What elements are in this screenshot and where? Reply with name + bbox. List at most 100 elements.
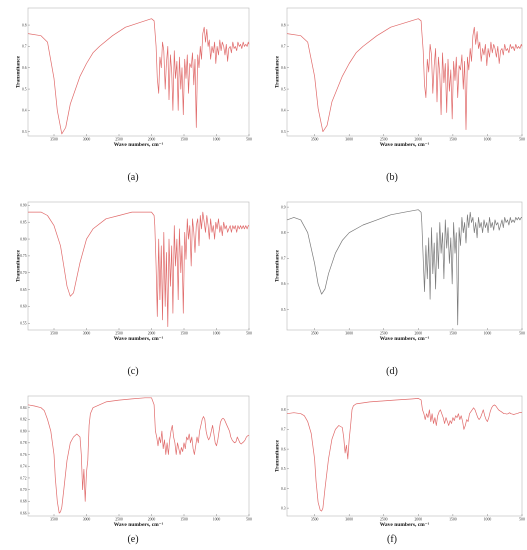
plot-frame: [286, 7, 523, 137]
x-axis-label: Wave numbers, cm⁻¹: [114, 142, 164, 148]
y-tick-label: 0.8: [281, 408, 286, 412]
chart-panel-2: 0.3 0.4 0.5 0.6 0.7 0.8 3500 3000 2500 2000 1500 10…: [275, 7, 525, 148]
panel-label: (d): [386, 366, 398, 377]
y-tick-label: 0.3: [22, 130, 27, 134]
x-tick-label: 2000: [415, 138, 423, 142]
x-tick-label: 1500: [449, 332, 457, 336]
y-tick-label: 0.3: [281, 130, 286, 134]
plot-frame: [27, 395, 250, 517]
x-tick-label: 2500: [115, 138, 123, 142]
y-tick-label: 0.70: [20, 271, 26, 275]
x-tick-label: 1500: [449, 138, 457, 142]
panel-label: (f): [387, 534, 397, 545]
y-tick-label: 0.68: [20, 500, 26, 504]
y-tick-label: 0.84: [20, 406, 26, 410]
y-tick-label: 0.5: [281, 308, 286, 312]
y-tick-label: 0.82: [20, 418, 26, 422]
x-tick-label: 1000: [213, 518, 221, 522]
x-tick-label: 500: [246, 332, 252, 336]
x-tick-label: 3500: [50, 518, 58, 522]
y-tick-label: 0.70: [20, 488, 26, 492]
plot-frame: [27, 201, 250, 331]
x-tick-label: 2500: [115, 518, 123, 522]
x-tick-label: 500: [519, 518, 525, 522]
plot-frame: [27, 7, 250, 137]
x-tick-label: 2500: [115, 332, 123, 336]
y-tick-label: 0.7: [22, 45, 27, 49]
y-tick-label: 0.55: [20, 322, 26, 326]
spectrum-line: [286, 398, 523, 512]
x-tick-label: 1000: [213, 332, 221, 336]
x-tick-label: 2000: [148, 518, 156, 522]
y-tick-label: 0.80: [20, 429, 26, 433]
x-axis-label: Wave numbers, cm⁻¹: [114, 522, 164, 528]
spectrum-line: [286, 209, 522, 326]
y-tick-label: 0.5: [22, 87, 27, 91]
y-tick-label: 0.6: [281, 66, 286, 70]
y-axis-label: Transmitance: [275, 55, 281, 88]
y-tick-label: 0.66: [20, 511, 26, 515]
y-axis-label: Transmitance: [16, 55, 22, 88]
x-tick-label: 1000: [484, 518, 492, 522]
y-tick-label: 0.6: [22, 66, 27, 70]
y-tick-label: 0.76: [20, 453, 26, 457]
x-tick-label: 3000: [345, 332, 353, 336]
x-tick-label: 1500: [180, 518, 188, 522]
y-tick-label: 0.7: [281, 428, 286, 432]
y-axis-label: Transmitance: [275, 249, 281, 282]
x-tick-label: 3500: [311, 518, 319, 522]
x-tick-label: 500: [246, 138, 252, 142]
y-tick-label: 0.65: [20, 288, 26, 292]
panel-label: (e): [127, 534, 139, 545]
chart-panel-4: 0.5 0.6 0.7 0.8 0.9 3500 3000 2500 2000 1500 1000 5…: [275, 201, 525, 342]
x-tick-label: 3500: [50, 332, 58, 336]
x-tick-label: 3000: [345, 138, 353, 142]
x-tick-label: 2500: [380, 518, 388, 522]
y-tick-label: 0.74: [20, 465, 26, 469]
x-axis-label: Wave numbers, cm⁻¹: [114, 336, 164, 342]
y-tick-label: 0.85: [20, 221, 26, 225]
spectrum-line: [27, 397, 250, 514]
x-tick-label: 1000: [484, 138, 492, 142]
x-tick-label: 500: [246, 518, 252, 522]
panel-label: (b): [386, 172, 398, 183]
y-tick-label: 0.72: [20, 476, 26, 480]
y-tick-label: 0.60: [20, 305, 26, 309]
x-tick-label: 1500: [449, 518, 457, 522]
x-tick-label: 3000: [83, 138, 91, 142]
y-tick-label: 0.8: [281, 231, 286, 235]
y-tick-label: 0.7: [281, 45, 286, 49]
y-tick-label: 0.3: [281, 506, 286, 510]
y-tick-label: 0.78: [20, 441, 26, 445]
x-tick-label: 3500: [311, 138, 319, 142]
y-tick-label: 0.9: [281, 205, 286, 209]
x-tick-label: 3500: [311, 332, 319, 336]
x-tick-label: 2500: [380, 138, 388, 142]
panel-label: (c): [127, 366, 139, 377]
x-tick-label: 1000: [484, 332, 492, 336]
y-tick-label: 0.8: [22, 23, 27, 27]
y-tick-label: 0.90: [20, 204, 26, 208]
y-tick-label: 0.80: [20, 237, 26, 241]
plot-frame: [286, 201, 523, 331]
x-tick-label: 2000: [415, 518, 423, 522]
y-tick-label: 0.6: [281, 447, 286, 451]
y-axis-label: Transmitance: [16, 249, 22, 282]
x-tick-label: 3000: [83, 518, 91, 522]
x-tick-label: 500: [519, 332, 525, 336]
y-tick-label: 0.4: [281, 487, 286, 491]
x-tick-label: 3000: [83, 332, 91, 336]
spectrum-line: [286, 18, 523, 133]
x-tick-label: 2000: [148, 138, 156, 142]
x-axis-label: Wave numbers, cm⁻¹: [380, 336, 430, 342]
y-tick-label: 0.8: [281, 23, 286, 27]
x-tick-label: 2500: [380, 332, 388, 336]
chart-panel-5: 0.66 0.68 0.70 0.72 0.74 0.76 0.78 0.80 0.82 0.84…: [20, 395, 252, 528]
y-tick-label: 0.4: [281, 109, 286, 113]
x-axis-label: Wave numbers, cm⁻¹: [380, 522, 430, 528]
chart-panel-1: 0.3 0.4 0.5 0.6 0.7 0.8 3500 3000 2500 2000 1500 10…: [16, 7, 252, 148]
x-tick-label: 1500: [180, 332, 188, 336]
x-tick-label: 500: [519, 138, 525, 142]
x-axis-label: Wave numbers, cm⁻¹: [380, 142, 430, 148]
